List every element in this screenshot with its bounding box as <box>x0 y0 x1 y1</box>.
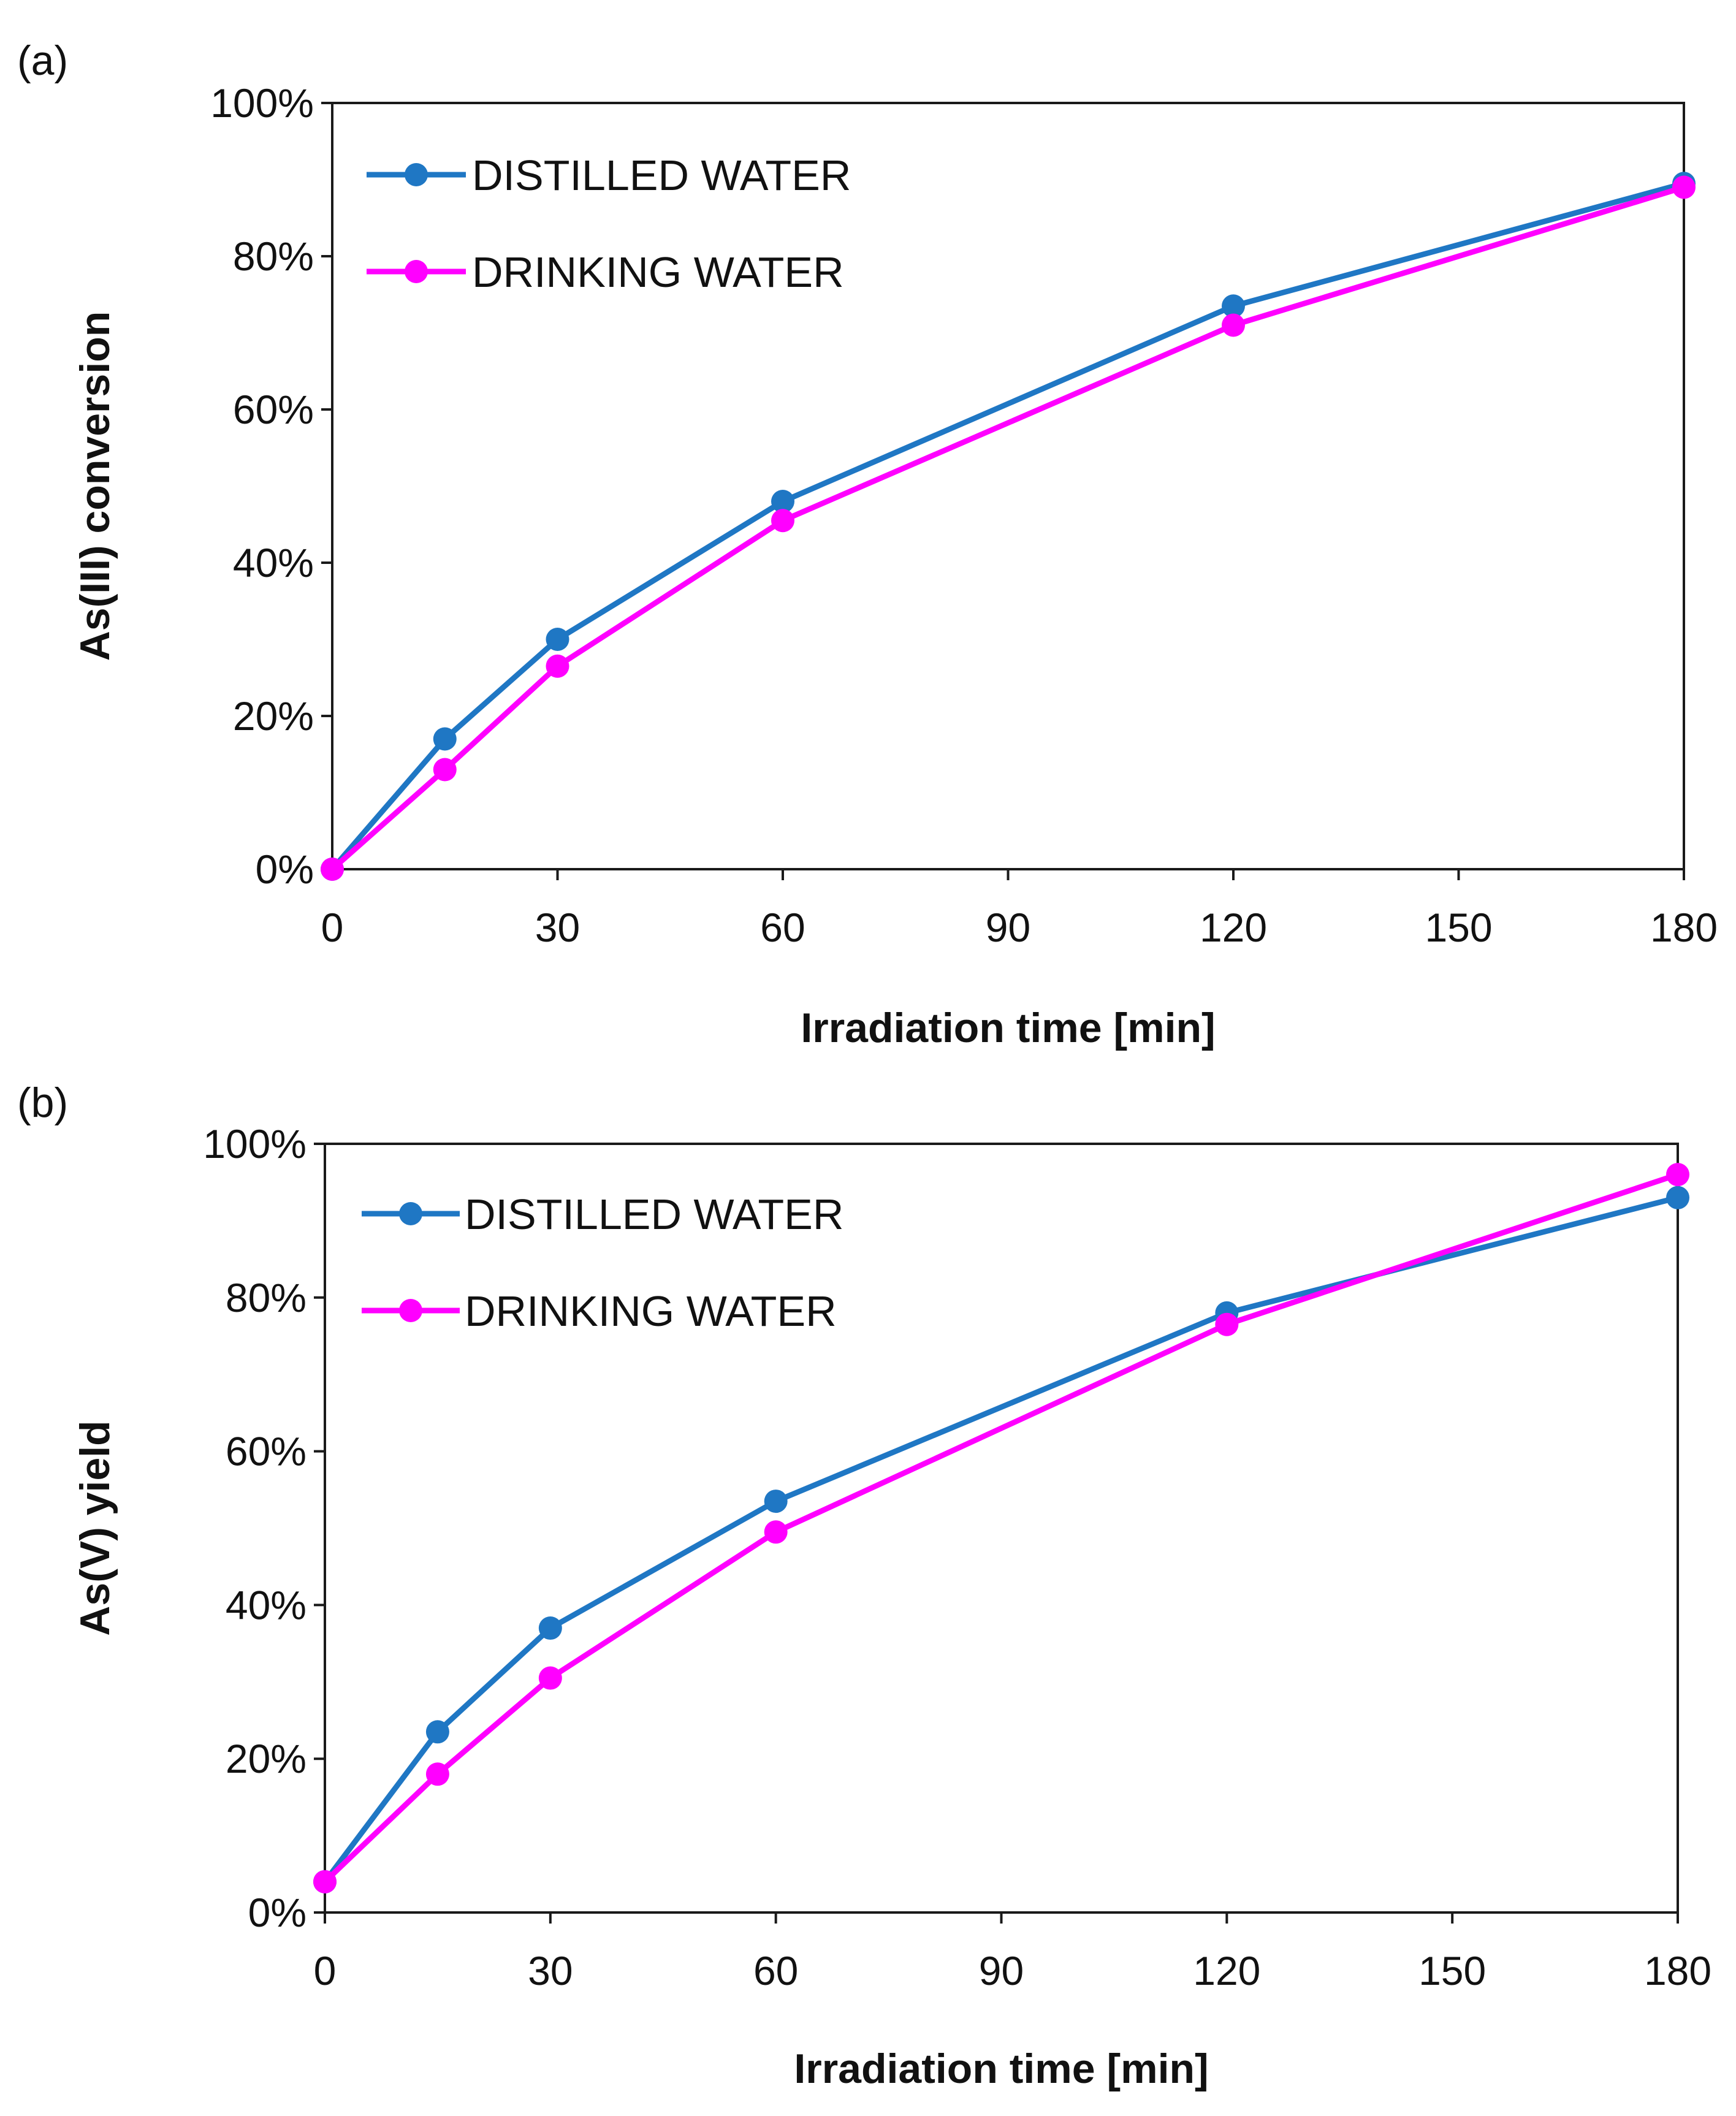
data-point-drinking-water <box>321 858 344 881</box>
x-tick-label: 60 <box>753 1948 798 1993</box>
x-tick-label: 150 <box>1425 905 1492 950</box>
chart-panel-a: (a) 0% 20% 40% 60% 80% 100% 0 30 60 90 120 150 180 Irr… <box>17 37 1718 1051</box>
x-tick-label: 180 <box>1650 905 1718 950</box>
data-point-drinking-water <box>546 654 569 678</box>
y-tick-label: 80% <box>233 234 314 279</box>
data-point-distilled-water <box>546 628 569 651</box>
legend-marker-distilled-water <box>399 1202 422 1225</box>
y-tick-label: 100% <box>210 80 314 126</box>
series-line-distilled-water <box>322 1195 1679 1884</box>
data-point-distilled-water <box>433 727 457 751</box>
legend-marker-drinking-water <box>399 1299 422 1322</box>
y-tick-label: 20% <box>233 693 314 739</box>
data-point-distilled-water <box>538 1616 562 1640</box>
y-tick-label: 0% <box>248 1890 306 1935</box>
y-tick-label: 100% <box>203 1121 306 1166</box>
panel-label: (a) <box>17 37 68 84</box>
data-point-drinking-water <box>538 1666 562 1690</box>
chart-panel-b: (b) 0% 20% 40% 60% 80% 100% 0 30 60 90 120 150 180 Irr… <box>17 1079 1711 2092</box>
y-tick-label: 40% <box>226 1582 306 1627</box>
x-tick-label: 0 <box>321 905 344 950</box>
data-point-drinking-water <box>1215 1312 1239 1336</box>
data-point-drinking-water <box>433 758 457 782</box>
series-line-drinking-water <box>322 1171 1679 1884</box>
data-point-drinking-water <box>313 1870 337 1893</box>
legend-label-drinking-water: DRINKING WATER <box>472 248 844 296</box>
x-tick-label: 180 <box>1644 1948 1711 1993</box>
legend-marker-distilled-water <box>405 163 428 186</box>
data-point-drinking-water <box>1222 313 1245 337</box>
x-tick-label: 90 <box>979 1948 1024 1993</box>
data-point-distilled-water <box>425 1720 449 1744</box>
y-axis-title: As(V) yield <box>72 1420 118 1635</box>
y-tick-label: 80% <box>226 1275 306 1320</box>
data-point-drinking-water <box>425 1762 449 1786</box>
y-axis-title: As(III) conversion <box>72 311 118 661</box>
x-tick-label: 0 <box>314 1948 337 1993</box>
x-tick-label: 120 <box>1200 905 1267 950</box>
panel-label: (b) <box>17 1079 68 1126</box>
x-tick-label: 90 <box>986 905 1030 950</box>
x-tick-label: 30 <box>535 905 580 950</box>
legend-marker-drinking-water <box>405 260 428 283</box>
data-point-drinking-water <box>771 509 794 533</box>
data-point-distilled-water <box>764 1490 788 1513</box>
y-tick-label: 60% <box>233 387 314 432</box>
x-tick-label: 120 <box>1193 1948 1260 1993</box>
y-tick-label: 60% <box>226 1429 306 1474</box>
x-tick-label: 60 <box>760 905 805 950</box>
x-tick-label: 30 <box>528 1948 573 1993</box>
data-point-distilled-water <box>1666 1185 1689 1209</box>
legend-label-drinking-water: DRINKING WATER <box>465 1287 837 1335</box>
y-tick-label: 0% <box>256 847 314 892</box>
x-axis-title: Irradiation time [min] <box>801 1005 1215 1051</box>
data-point-drinking-water <box>1666 1163 1689 1187</box>
series-line-distilled-water <box>330 180 1685 871</box>
x-axis-title: Irradiation time [min] <box>794 2046 1208 2092</box>
legend-label-distilled-water: DISTILLED WATER <box>472 151 851 199</box>
series-line-drinking-water <box>330 185 1685 872</box>
data-point-distilled-water <box>771 490 794 513</box>
legend-label-distilled-water: DISTILLED WATER <box>465 1190 843 1238</box>
data-point-drinking-water <box>1672 175 1696 199</box>
data-point-drinking-water <box>764 1520 788 1544</box>
x-tick-label: 150 <box>1418 1948 1486 1993</box>
y-tick-label: 40% <box>233 540 314 585</box>
y-tick-label: 20% <box>226 1736 306 1781</box>
data-point-distilled-water <box>1222 294 1245 318</box>
